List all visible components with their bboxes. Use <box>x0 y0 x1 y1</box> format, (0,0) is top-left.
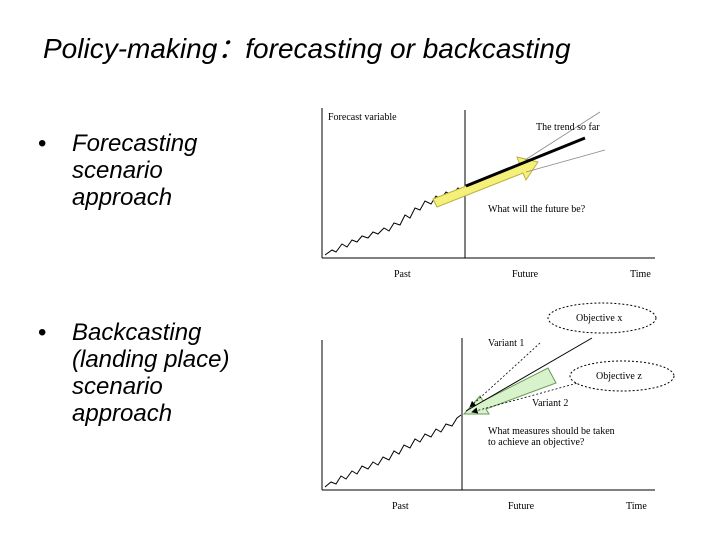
bullet-marker: • <box>38 130 47 157</box>
forecast-diagram: Forecast variable The trend so far What … <box>321 108 655 280</box>
backcast-diagram: Objective x Objective z Variant 1 Varian… <box>321 302 675 512</box>
backcast-future-label: Future <box>508 501 535 512</box>
objective-z-bubble <box>569 360 675 392</box>
bullet-line: approach <box>72 400 173 427</box>
forecast-projection-lower <box>525 149 606 173</box>
bullet-line: (landing place) <box>72 346 230 373</box>
forecast-past-label: Past <box>394 269 411 280</box>
variant-1-path <box>465 337 593 412</box>
forecast-time-label: Time <box>630 269 651 280</box>
objective-z-path <box>471 377 597 414</box>
objective-x-bubble <box>547 302 657 334</box>
bullet-line: Backcasting <box>72 319 202 346</box>
bullet-forecasting: • Forecasting scenario approach <box>38 130 197 211</box>
variant-1-label: Variant 1 <box>488 338 524 349</box>
bullet-line: Forecasting <box>72 130 198 157</box>
backcast-history-line <box>324 414 462 488</box>
bullet-line: scenario <box>72 373 163 400</box>
future-question-label: What will the future be? <box>488 204 586 215</box>
backcast-measures-arrow <box>462 367 557 415</box>
forecast-y-axis-label: Forecast variable <box>328 112 397 123</box>
bullet-marker: • <box>38 319 47 346</box>
forecast-projection-upper <box>524 111 601 161</box>
objective-x-label: Objective x <box>576 313 622 324</box>
bullet-backcasting: • Backcasting (landing place) scenario a… <box>38 319 229 427</box>
forecast-future-label: Future <box>512 269 539 280</box>
forecast-trend-line <box>465 136 586 188</box>
bullet-line: scenario <box>72 157 163 184</box>
backcast-time-label: Time <box>626 501 647 512</box>
trend-label: The trend so far <box>536 122 600 133</box>
measures-question-line-2: to achieve an objective? <box>488 437 585 448</box>
bullet-line: approach <box>72 184 173 211</box>
slide-title: Policy-making：forecasting or backcasting <box>43 33 571 64</box>
variant-2-label: Variant 2 <box>532 398 568 409</box>
backcast-past-label: Past <box>392 501 409 512</box>
measures-question-line-1: What measures should be taken <box>488 426 615 437</box>
objective-z-label: Objective z <box>596 371 642 382</box>
